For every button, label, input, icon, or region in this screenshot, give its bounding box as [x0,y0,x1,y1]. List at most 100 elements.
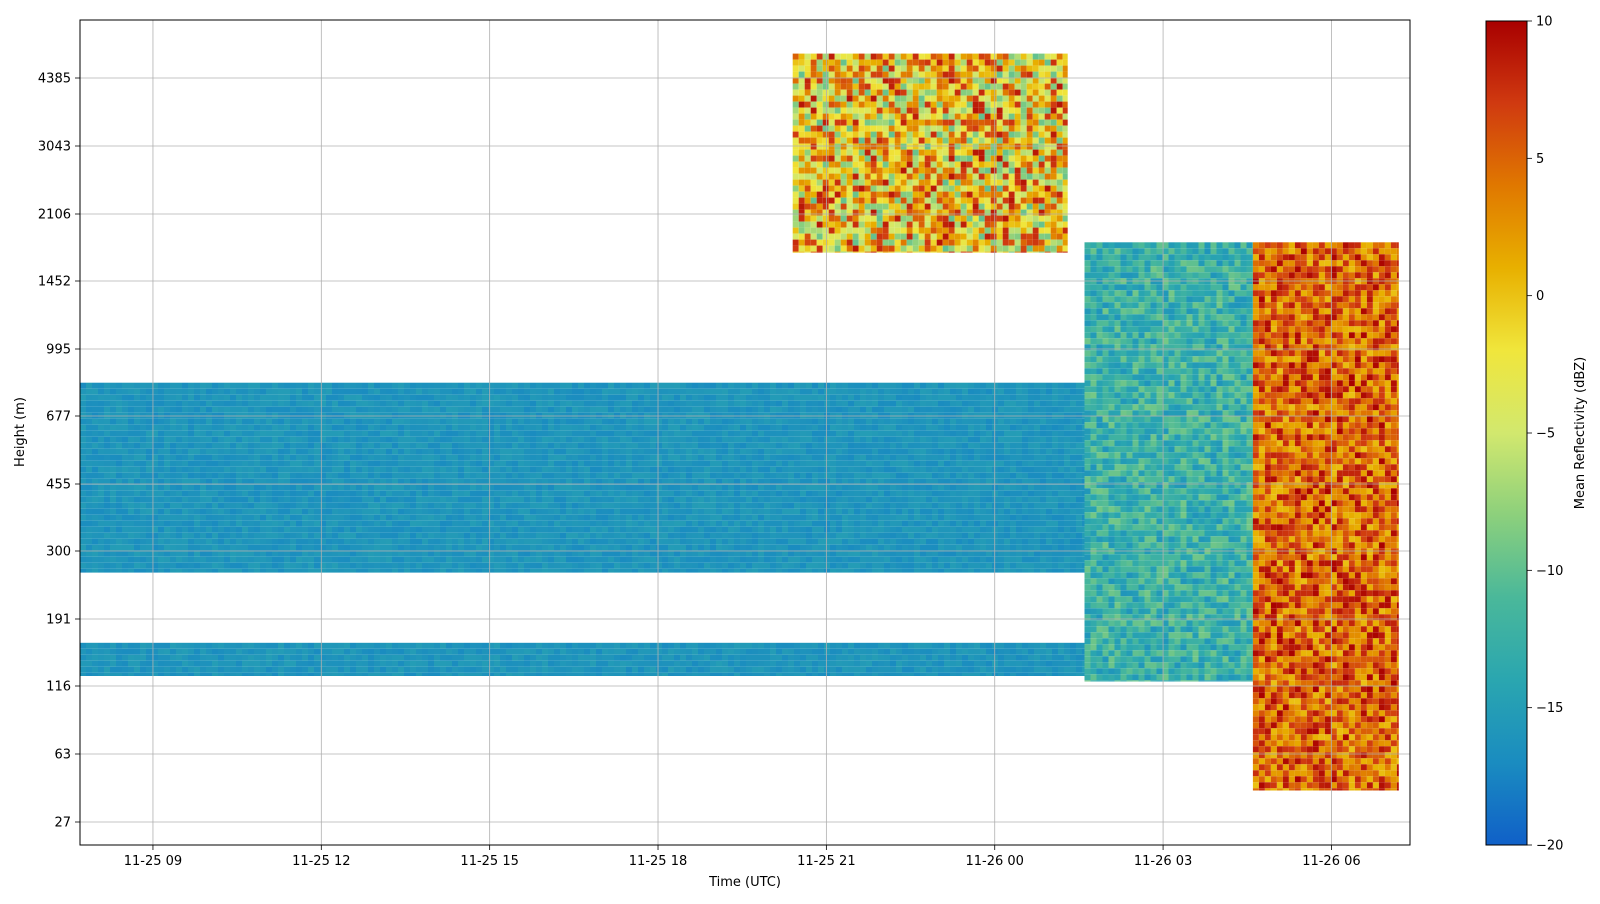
heatmap-cell [158,448,164,455]
heatmap-cell [620,430,626,437]
heatmap-cell [734,442,740,449]
heatmap-cell [512,472,518,479]
heatmap-cell [728,436,734,443]
heatmap-cell [836,466,842,473]
heatmap-cell [698,460,704,467]
heatmap-cell [722,544,728,551]
heatmap-cell [848,538,854,545]
heatmap-cell [602,400,608,407]
heatmap-cell [998,400,1004,407]
heatmap-cell [530,478,536,485]
heatmap-cell [386,550,392,557]
heatmap-cell [458,430,464,437]
heatmap-cell [278,394,284,401]
heatmap-cell [530,454,536,461]
heatmap-cell [824,454,830,461]
heatmap-cell [398,544,404,551]
heatmap-cell [272,502,278,509]
heatmap-cell [974,436,980,443]
heatmap-cell [626,556,632,563]
heatmap-cell [974,406,980,413]
heatmap-cell [722,424,728,431]
heatmap-cell [638,448,644,455]
heatmap-cell [590,436,596,443]
heatmap-cell [146,436,152,443]
heatmap-cell [944,424,950,431]
heatmap-cell [734,496,740,503]
heatmap-cell [962,508,968,515]
heatmap-cell [242,430,248,437]
heatmap-cell [290,448,296,455]
heatmap-cell [116,556,122,563]
heatmap-cell [470,526,476,533]
heatmap-cell [1040,394,1046,401]
heatmap-cell [260,502,266,509]
heatmap-cell [644,484,650,491]
heatmap-cell [134,550,140,557]
heatmap-cell [506,418,512,425]
heatmap-cell [566,400,572,407]
heatmap-cell [638,382,644,389]
heatmap-cell [1028,532,1034,539]
heatmap-cell [494,436,500,443]
heatmap-cell [1004,472,1010,479]
heatmap-cell [854,454,860,461]
heatmap-cell [626,544,632,551]
heatmap-cell [158,406,164,413]
heatmap-cell [140,544,146,551]
heatmap-cell [758,472,764,479]
heatmap-cell [548,520,554,527]
heatmap-cell [968,454,974,461]
heatmap-cell [386,508,392,515]
heatmap-cell [236,448,242,455]
heatmap-cell [578,502,584,509]
heatmap-cell [242,544,248,551]
heatmap-cell [680,406,686,413]
heatmap-cell [452,508,458,515]
heatmap-cell [128,406,134,413]
heatmap-cell [422,490,428,497]
heatmap-cell [500,454,506,461]
heatmap-cell [614,550,620,557]
heatmap-cell [374,496,380,503]
heatmap-cell [842,448,848,455]
heatmap-cell [656,526,662,533]
heatmap-cell [464,382,470,389]
heatmap-cell [314,460,320,467]
heatmap-cell [1022,430,1028,437]
heatmap-cell [674,514,680,521]
heatmap-cell [944,496,950,503]
heatmap-cell [164,388,170,395]
heatmap-cell [554,442,560,449]
heatmap-cell [1004,484,1010,491]
heatmap-cell [446,472,452,479]
heatmap-cell [470,502,476,509]
heatmap-cell [200,442,206,449]
heatmap-cell [446,478,452,485]
heatmap-cell [638,490,644,497]
heatmap-cell [704,538,710,545]
heatmap-cell [956,382,962,389]
heatmap-cell [674,430,680,437]
heatmap-cell [176,526,182,533]
heatmap-cell [1016,490,1022,497]
heatmap-cell [668,466,674,473]
heatmap-cell [878,490,884,497]
heatmap-cell [674,442,680,449]
heatmap-cell [776,532,782,539]
heatmap-cell [440,436,446,443]
heatmap-cell [176,466,182,473]
heatmap-cell [770,484,776,491]
heatmap-cell [1076,544,1082,551]
heatmap-cell [758,544,764,551]
heatmap-cell [836,460,842,467]
heatmap-cell [200,436,206,443]
heatmap-cell [728,466,734,473]
heatmap-cell [236,496,242,503]
heatmap-cell [1082,442,1085,449]
heatmap-cell [122,460,128,467]
heatmap-cell [524,400,530,407]
heatmap-cell [116,418,122,425]
heatmap-cell [794,424,800,431]
heatmap-cell [746,526,752,533]
